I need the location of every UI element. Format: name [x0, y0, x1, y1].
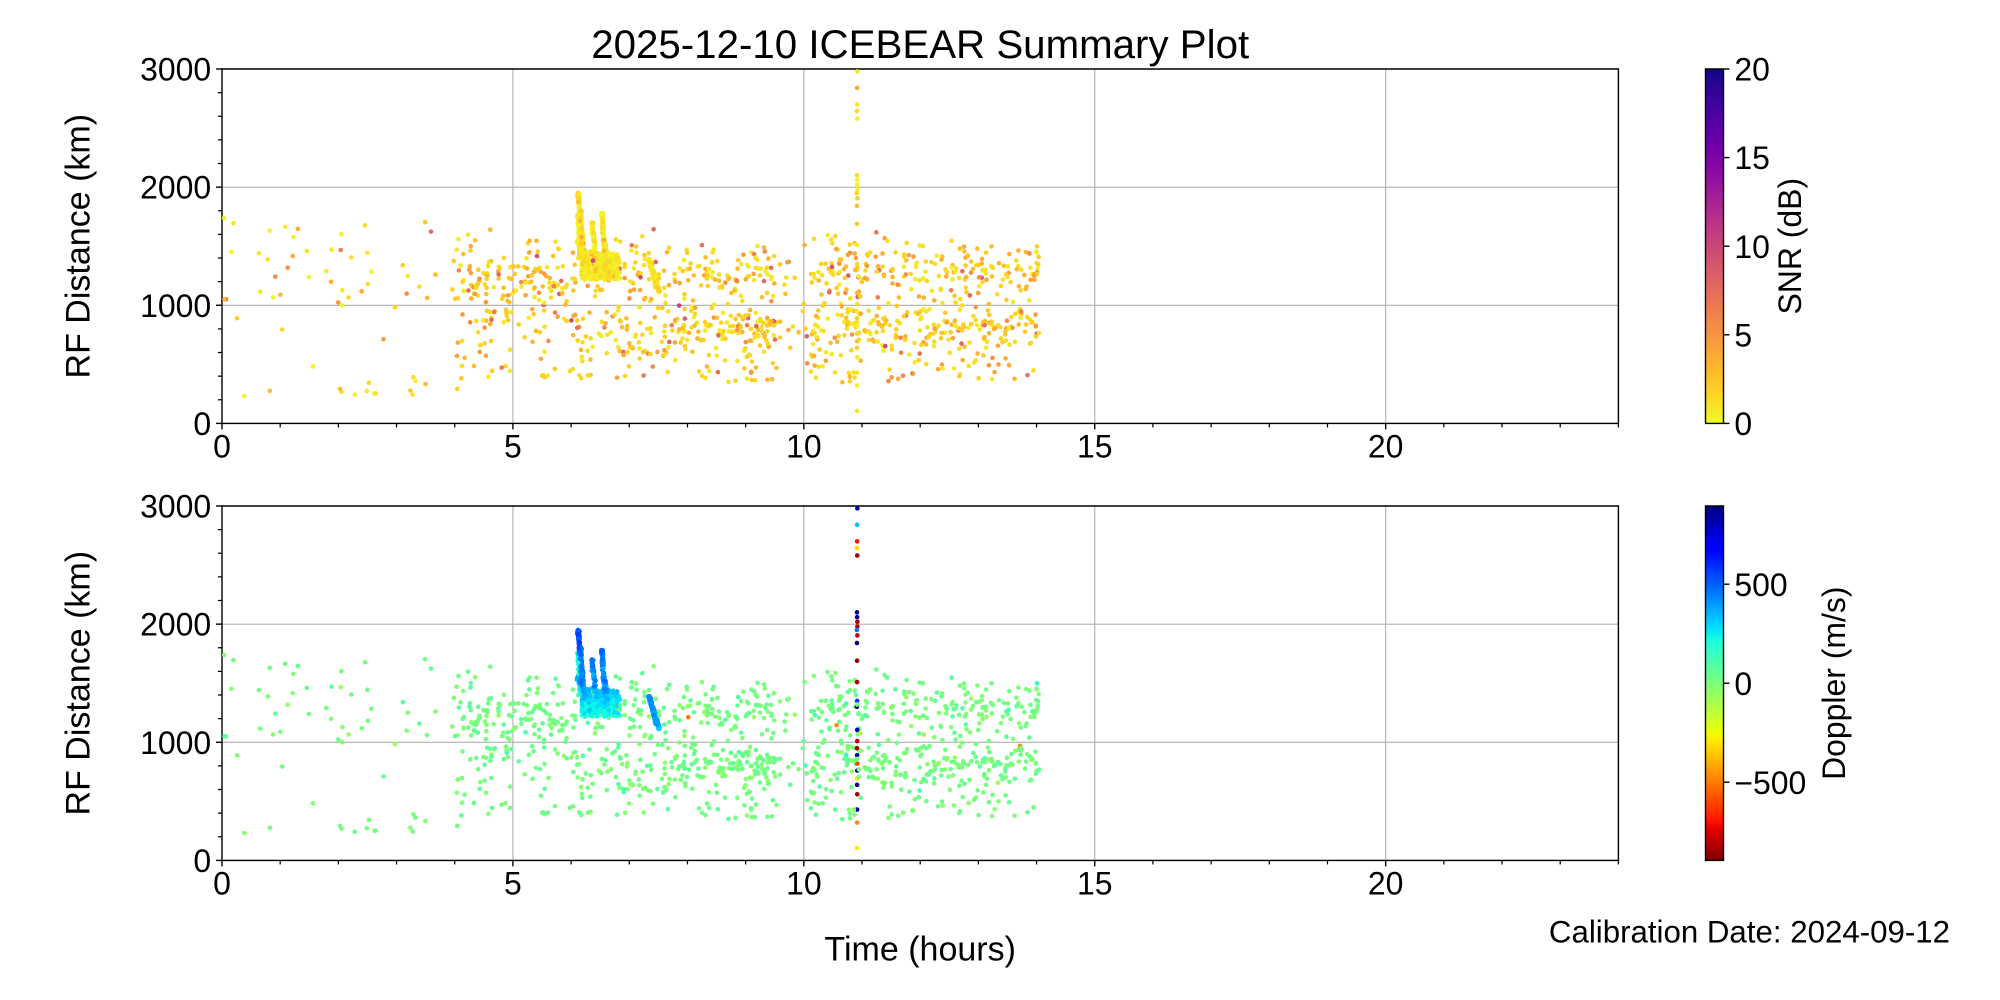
svg-text:Time (hours): Time (hours) [824, 931, 1016, 969]
svg-text:RF Distance (km): RF Distance (km) [60, 114, 98, 379]
svg-text:RF Distance (km): RF Distance (km) [60, 551, 98, 816]
svg-text:15: 15 [1077, 865, 1113, 901]
svg-text:0: 0 [1734, 666, 1752, 702]
svg-text:3000: 3000 [140, 489, 211, 525]
svg-text:0: 0 [213, 428, 231, 464]
svg-text:20: 20 [1368, 865, 1404, 901]
svg-text:0: 0 [193, 843, 211, 879]
svg-text:3000: 3000 [140, 52, 211, 88]
svg-text:5: 5 [504, 865, 522, 901]
svg-text:2025-12-10 ICEBEAR Summary Plo: 2025-12-10 ICEBEAR Summary Plot [591, 22, 1249, 67]
svg-text:10: 10 [786, 428, 822, 464]
svg-text:15: 15 [1734, 140, 1770, 176]
svg-text:10: 10 [786, 865, 822, 901]
svg-text:Doppler (m/s): Doppler (m/s) [1816, 586, 1852, 779]
svg-text:15: 15 [1077, 428, 1113, 464]
svg-text:20: 20 [1734, 52, 1770, 88]
svg-text:20: 20 [1368, 428, 1404, 464]
svg-text:SNR (dB): SNR (dB) [1772, 178, 1808, 315]
svg-text:−500: −500 [1734, 765, 1806, 801]
svg-text:0: 0 [1734, 406, 1752, 442]
svg-text:1000: 1000 [140, 725, 211, 761]
svg-text:1000: 1000 [140, 288, 211, 324]
svg-text:2000: 2000 [140, 607, 211, 643]
svg-text:5: 5 [504, 428, 522, 464]
svg-text:10: 10 [1734, 229, 1770, 265]
svg-text:500: 500 [1734, 567, 1787, 603]
svg-text:5: 5 [1734, 317, 1752, 353]
svg-text:0: 0 [193, 406, 211, 442]
svg-text:0: 0 [213, 865, 231, 901]
svg-text:Calibration Date: 2024-09-12: Calibration Date: 2024-09-12 [1549, 915, 1950, 950]
svg-text:2000: 2000 [140, 170, 211, 206]
